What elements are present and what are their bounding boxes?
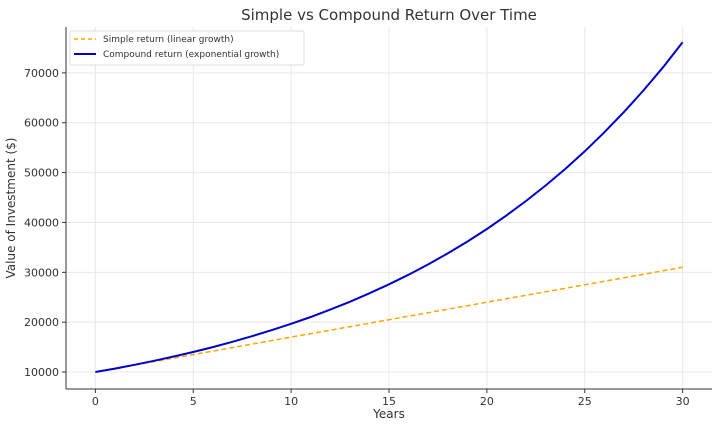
series-lines: [95, 41, 684, 373]
x-tick-label: 0: [92, 395, 99, 408]
y-tick-label: 10000: [24, 366, 59, 379]
y-tick-label: 40000: [24, 216, 59, 229]
y-tick-label: 20000: [24, 316, 59, 329]
chart-title: Simple vs Compound Return Over Time: [241, 6, 537, 24]
legend-label-simple: Simple return (linear growth): [103, 35, 234, 45]
y-tick-label: 50000: [24, 167, 59, 180]
legend: Simple return (linear growth) Compound r…: [69, 30, 305, 66]
y-tick-label: 70000: [24, 67, 59, 80]
x-tick-label: 25: [578, 395, 592, 408]
y-tick-label: 60000: [24, 117, 59, 130]
x-tick-label: 10: [284, 395, 298, 408]
series-line-compound: [95, 41, 684, 373]
legend-label-compound: Compound return (exponential growth): [103, 50, 279, 60]
axes: 0 5 10 15 20 25 30 10000 20000 30000 40000 50000 600…: [24, 27, 712, 408]
grid: [66, 27, 712, 389]
y-axis-label: Value of Investment ($): [4, 138, 18, 279]
x-axis-label: Years: [372, 407, 405, 421]
series-line-simple: [95, 266, 683, 373]
x-tick-label: 15: [382, 395, 396, 408]
x-tick-label: 20: [480, 395, 494, 408]
legend-box: [69, 30, 305, 66]
y-tick-label: 30000: [24, 266, 59, 279]
x-tick-label: 5: [190, 395, 197, 408]
x-tick-label: 30: [676, 395, 690, 408]
